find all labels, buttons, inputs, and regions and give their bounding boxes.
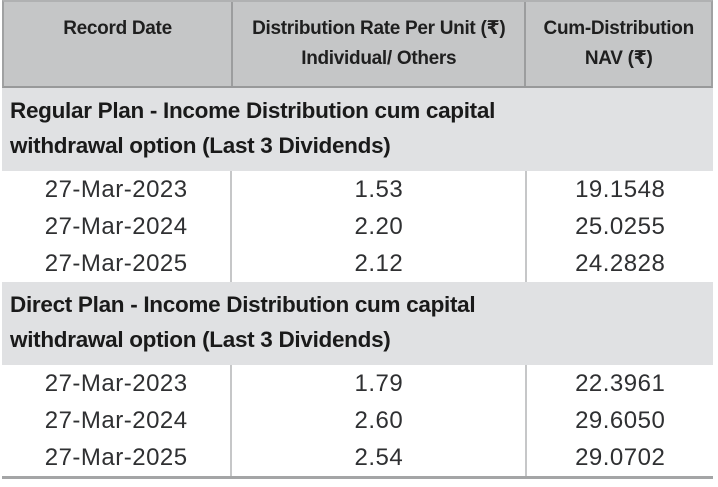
cum-distribution-label-line1: Cum-Distribution (543, 18, 695, 39)
record-date-cell: 27-Mar-2025 (2, 245, 233, 282)
table-row: 27-Mar-2025 2.54 29.0702 (2, 439, 713, 476)
distribution-rate-cell: 1.53 (232, 171, 528, 208)
section-title-line1: Direct Plan - Income Distribution cum ca… (10, 292, 476, 317)
record-date-cell: 27-Mar-2023 (2, 365, 233, 402)
record-date-cell: 27-Mar-2024 (2, 208, 233, 245)
distribution-rate-label-line1: Distribution Rate Per Unit (₹) (252, 18, 506, 39)
cum-distribution-nav-cell: 24.2828 (575, 249, 666, 277)
column-header-record-date: Record Date (4, 2, 234, 86)
section-title-line1: Regular Plan - Income Distribution cum c… (10, 98, 496, 123)
distribution-rate-cell: 1.79 (232, 365, 528, 402)
distribution-rate-cell: 2.20 (232, 208, 528, 245)
section-header-direct-plan: Direct Plan - Income Distribution cum ca… (2, 282, 713, 365)
table-header-row: Record Date Distribution Rate Per Unit (… (2, 0, 713, 88)
record-date-cell: 27-Mar-2025 (2, 439, 233, 476)
table-row: 27-Mar-2023 1.79 22.3961 (2, 365, 713, 402)
table-row: 27-Mar-2024 2.20 25.0255 (2, 208, 713, 245)
cum-distribution-label-line2: NAV (₹) (584, 48, 653, 69)
distribution-rate-cell: 2.60 (232, 402, 528, 439)
cum-distribution-nav-cell: 19.1548 (575, 175, 666, 203)
distribution-rate-cell: 2.54 (232, 439, 528, 476)
column-header-cum-distribution-nav: Cum-Distribution NAV (₹) (526, 2, 711, 86)
record-date-cell: 27-Mar-2024 (2, 402, 233, 439)
section-header-regular-plan: Regular Plan - Income Distribution cum c… (2, 88, 713, 171)
section-title-line2: withdrawal option (Last 3 Dividends) (10, 327, 391, 352)
cum-distribution-nav-cell: 29.0702 (575, 443, 666, 471)
column-header-distribution-rate: Distribution Rate Per Unit (₹) Individua… (233, 2, 527, 86)
table-row: 27-Mar-2023 1.53 19.1548 (2, 171, 713, 208)
table-row: 27-Mar-2024 2.60 29.6050 (2, 402, 713, 439)
cum-distribution-nav-cell: 22.3961 (575, 369, 666, 397)
record-date-label: Record Date (63, 18, 172, 39)
cum-distribution-nav-cell: 29.6050 (575, 406, 666, 434)
dividend-history-table: Record Date Distribution Rate Per Unit (… (2, 0, 713, 479)
distribution-rate-label-line2: Individual/ Others (301, 48, 457, 69)
section-title-line2: withdrawal option (Last 3 Dividends) (10, 133, 391, 158)
table-bottom-rule (2, 476, 713, 479)
table-row: 27-Mar-2025 2.12 24.2828 (2, 245, 713, 282)
record-date-cell: 27-Mar-2023 (2, 171, 233, 208)
distribution-rate-cell: 2.12 (232, 245, 528, 282)
cum-distribution-nav-cell: 25.0255 (575, 212, 666, 240)
